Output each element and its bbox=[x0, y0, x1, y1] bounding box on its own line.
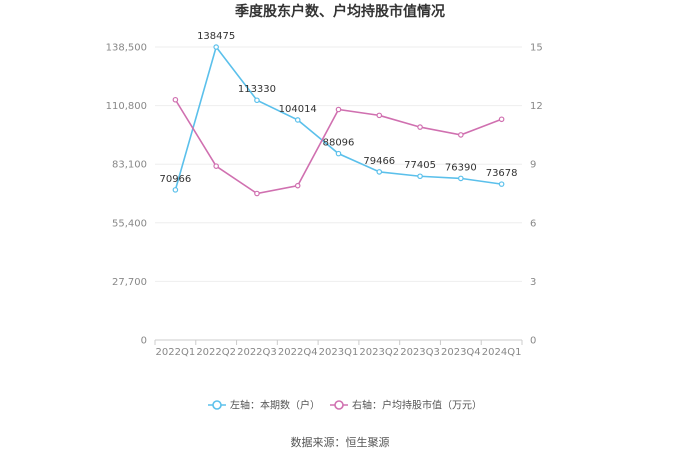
legend-marker bbox=[212, 400, 222, 410]
right-tick-label: 0 bbox=[530, 336, 536, 347]
right-tick-label: 12 bbox=[530, 101, 543, 112]
legend-marker bbox=[334, 400, 344, 410]
data-point bbox=[376, 169, 383, 175]
legend-label: 右轴：户均持股市值（万元） bbox=[352, 399, 482, 412]
data-label: 70966 bbox=[159, 174, 191, 185]
data-point bbox=[213, 44, 219, 50]
data-label: 88096 bbox=[323, 138, 355, 149]
data-point bbox=[376, 112, 383, 119]
data-point bbox=[254, 190, 260, 197]
data-point bbox=[254, 97, 260, 104]
left-tick-label: 55,400 bbox=[112, 218, 147, 229]
x-tick-label: 2023Q3 bbox=[400, 347, 440, 358]
data-point bbox=[213, 163, 219, 169]
x-tick-label: 2022Q3 bbox=[237, 347, 277, 358]
data-label: 73678 bbox=[486, 168, 518, 179]
right-tick-label: 3 bbox=[530, 277, 536, 288]
data-point bbox=[458, 132, 464, 138]
data-point bbox=[172, 187, 179, 193]
x-tick-label: 2022Q2 bbox=[196, 347, 236, 358]
right-tick-label: 9 bbox=[530, 160, 536, 171]
data-point bbox=[294, 182, 301, 189]
legend-label: 左轴：本期数（户） bbox=[230, 399, 320, 412]
left-tick-label: 83,100 bbox=[112, 160, 147, 171]
data-label: 77405 bbox=[404, 160, 436, 171]
x-tick-label: 2022Q1 bbox=[156, 347, 196, 358]
data-point bbox=[294, 117, 301, 123]
x-tick-label: 2023Q4 bbox=[441, 347, 481, 358]
x-tick-label: 2024Q1 bbox=[482, 347, 522, 358]
data-source: 数据来源：恒生聚源 bbox=[291, 435, 390, 449]
right-tick-label: 15 bbox=[530, 43, 543, 54]
data-point bbox=[498, 181, 505, 187]
data-label: 113330 bbox=[238, 84, 276, 95]
left-tick-label: 138,500 bbox=[106, 43, 147, 54]
data-point bbox=[335, 106, 342, 113]
chart-title: 季度股东户数、户均持股市值情况 bbox=[234, 3, 445, 20]
x-tick-label: 2022Q4 bbox=[278, 347, 318, 358]
x-tick-label: 2023Q2 bbox=[359, 347, 399, 358]
right-axis: 0 3 6 9 12 15 bbox=[530, 43, 543, 347]
data-label: 104014 bbox=[279, 104, 317, 115]
data-label: 79466 bbox=[363, 156, 395, 167]
data-label: 138475 bbox=[197, 31, 235, 42]
data-point bbox=[172, 96, 179, 103]
data-point bbox=[417, 124, 423, 130]
left-axis: 0 27,700 55,400 83,100 110,800 138,500 bbox=[106, 43, 147, 347]
x-tick-label: 2023Q1 bbox=[319, 347, 359, 358]
x-axis: 2022Q1 2022Q2 2022Q3 2022Q4 2023Q1 2023Q2 2023… bbox=[154, 340, 523, 358]
data-point bbox=[498, 116, 505, 123]
data-point bbox=[417, 173, 423, 180]
grid bbox=[155, 46, 522, 341]
data-label: 76390 bbox=[445, 162, 477, 173]
left-tick-label: 0 bbox=[141, 336, 147, 347]
left-tick-label: 110,800 bbox=[106, 101, 147, 112]
series-lines bbox=[172, 44, 505, 197]
legend: 左轴：本期数（户） 右轴：户均持股市值（万元） bbox=[208, 399, 482, 412]
right-tick-label: 6 bbox=[530, 218, 536, 229]
left-tick-label: 27,700 bbox=[112, 277, 147, 288]
data-point bbox=[335, 150, 342, 157]
data-point bbox=[458, 175, 464, 182]
